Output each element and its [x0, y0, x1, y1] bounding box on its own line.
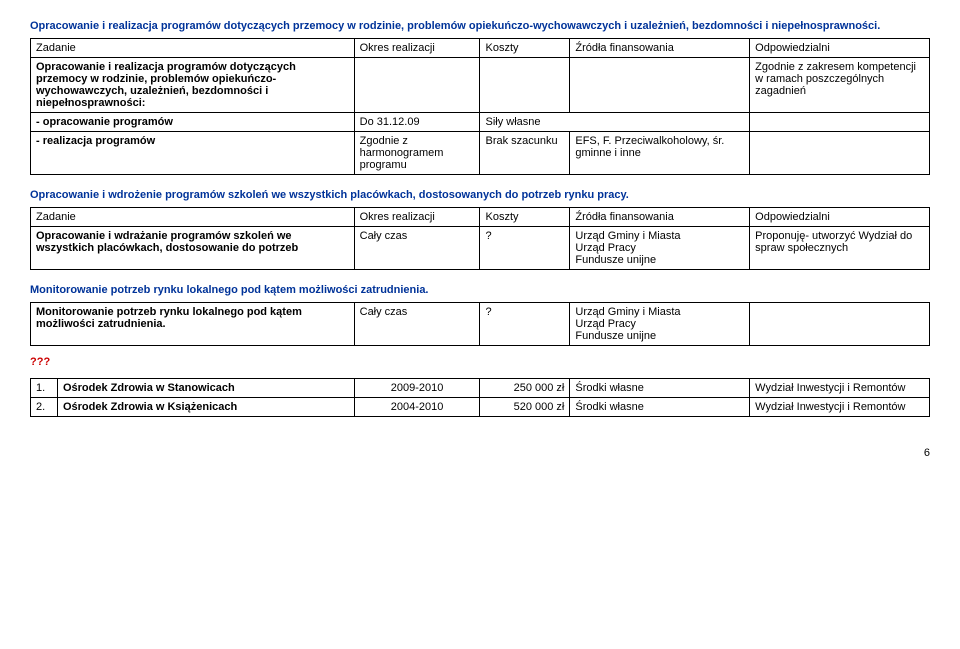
cell: Wydział Inwestycji i Remontów [750, 379, 930, 398]
cell: Zgodnie z harmonogramem programu [354, 132, 480, 175]
cell [570, 113, 750, 132]
header-cell: Koszty [480, 208, 570, 227]
cell: 520 000 zł [480, 398, 570, 417]
cell: EFS, F. Przeciwalkoholowy, śr. gminne i … [570, 132, 750, 175]
table-row: - opracowanie programów Do 31.12.09 Siły… [31, 113, 930, 132]
cell [570, 58, 750, 113]
cell: - opracowanie programów [31, 113, 355, 132]
header-cell: Koszty [480, 39, 570, 58]
header-cell: Źródła finansowania [570, 208, 750, 227]
table-row: Opracowanie i wdrażanie programów szkole… [31, 227, 930, 270]
table-row: Opracowanie i realizacja programów dotyc… [31, 58, 930, 113]
cell: Do 31.12.09 [354, 113, 480, 132]
cell: Proponuję- utworzyć Wydział do spraw spo… [750, 227, 930, 270]
cell: 2009-2010 [354, 379, 480, 398]
table-row: - realizacja programów Zgodnie z harmono… [31, 132, 930, 175]
cell [750, 113, 930, 132]
cell: Cały czas [354, 303, 480, 346]
page-number: 6 [30, 447, 930, 459]
cell-text: Ośrodek Zdrowia w Stanowicach [63, 382, 235, 394]
cell: Opracowanie i wdrażanie programów szkole… [31, 227, 355, 270]
cell: Ośrodek Zdrowia w Stanowicach [57, 379, 354, 398]
section1-table: Zadanie Okres realizacji Koszty Źródła f… [30, 38, 930, 175]
cell: Wydział Inwestycji i Remontów [750, 398, 930, 417]
cell-text: Opracowanie i realizacja programów dotyc… [36, 61, 296, 109]
table-row: Monitorowanie potrzeb rynku lokalnego po… [31, 303, 930, 346]
section4-table: 1. Ośrodek Zdrowia w Stanowicach 2009-20… [30, 378, 930, 417]
section1-heading: Opracowanie i realizacja programów dotyc… [30, 20, 930, 32]
cell: Opracowanie i realizacja programów dotyc… [31, 58, 355, 113]
cell-text: - opracowanie programów [36, 116, 173, 128]
header-cell: Źródła finansowania [570, 39, 750, 58]
section3-table: Monitorowanie potrzeb rynku lokalnego po… [30, 302, 930, 346]
cell-text: Opracowanie i wdrażanie programów szkole… [36, 230, 298, 254]
cell: 250 000 zł [480, 379, 570, 398]
cell-text: Monitorowanie potrzeb rynku lokalnego po… [36, 306, 302, 330]
cell-text: Ośrodek Zdrowia w Książenicach [63, 401, 237, 413]
section2-table: Zadanie Okres realizacji Koszty Źródła f… [30, 207, 930, 270]
cell: ? [480, 227, 570, 270]
cell: - realizacja programów [31, 132, 355, 175]
header-cell: Okres realizacji [354, 208, 480, 227]
cell [354, 58, 480, 113]
cell: Środki własne [570, 398, 750, 417]
table-header-row: Zadanie Okres realizacji Koszty Źródła f… [31, 39, 930, 58]
cell [750, 303, 930, 346]
cell: Urząd Gminy i Miasta Urząd Pracy Fundusz… [570, 303, 750, 346]
cell: Urząd Gminy i Miasta Urząd Pracy Fundusz… [570, 227, 750, 270]
section2-heading: Opracowanie i wdrożenie programów szkole… [30, 189, 930, 201]
cell: Siły własne [480, 113, 570, 132]
cell: 2. [31, 398, 58, 417]
header-cell: Odpowiedzialni [750, 208, 930, 227]
section3-heading: Monitorowanie potrzeb rynku lokalnego po… [30, 284, 930, 296]
header-cell: Okres realizacji [354, 39, 480, 58]
header-cell: Zadanie [31, 39, 355, 58]
table-row: 2. Ośrodek Zdrowia w Książenicach 2004-2… [31, 398, 930, 417]
cell [480, 58, 570, 113]
cell: ? [480, 303, 570, 346]
header-cell: Odpowiedzialni [750, 39, 930, 58]
cell: Środki własne [570, 379, 750, 398]
cell: 2004-2010 [354, 398, 480, 417]
question-marks: ??? [30, 356, 930, 368]
cell: Ośrodek Zdrowia w Książenicach [57, 398, 354, 417]
table-row: 1. Ośrodek Zdrowia w Stanowicach 2009-20… [31, 379, 930, 398]
cell: Zgodnie z zakresem kompetencji w ramach … [750, 58, 930, 113]
cell: Brak szacunku [480, 132, 570, 175]
cell: Monitorowanie potrzeb rynku lokalnego po… [31, 303, 355, 346]
cell: 1. [31, 379, 58, 398]
cell-text: - realizacja programów [36, 135, 155, 147]
header-cell: Zadanie [31, 208, 355, 227]
cell: Cały czas [354, 227, 480, 270]
cell [750, 132, 930, 175]
table-header-row: Zadanie Okres realizacji Koszty Źródła f… [31, 208, 930, 227]
